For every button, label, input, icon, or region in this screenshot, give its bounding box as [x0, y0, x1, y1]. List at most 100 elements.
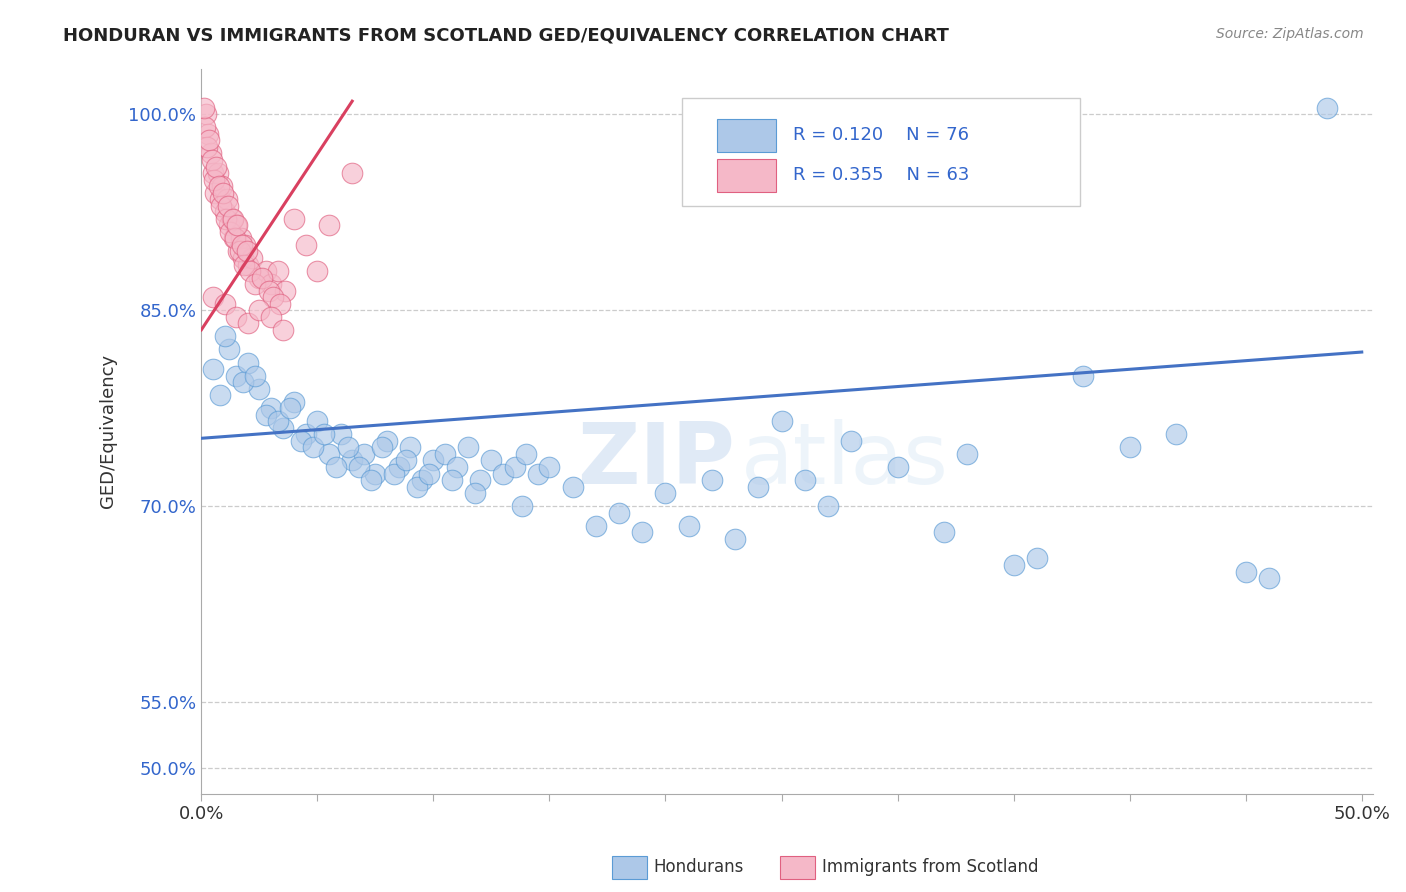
Point	[307, 264, 329, 278]
Point	[232, 375, 254, 389]
Point	[468, 473, 491, 487]
Point	[325, 460, 347, 475]
FancyBboxPatch shape	[682, 97, 1080, 206]
Point	[233, 258, 256, 272]
Point	[221, 211, 243, 226]
Text: ZIP: ZIP	[576, 418, 734, 501]
Point	[257, 284, 280, 298]
Point	[208, 388, 231, 402]
Point	[260, 310, 283, 324]
Point	[1316, 101, 1339, 115]
Point	[212, 186, 235, 200]
Point	[204, 186, 226, 200]
Text: Hondurans: Hondurans	[654, 858, 744, 876]
Point	[538, 460, 561, 475]
Point	[631, 525, 654, 540]
Point	[278, 401, 301, 416]
Point	[956, 447, 979, 461]
Point	[208, 179, 231, 194]
Point	[770, 414, 793, 428]
Point	[231, 238, 253, 252]
Point	[817, 500, 839, 514]
Text: Immigrants from Scotland: Immigrants from Scotland	[823, 858, 1039, 876]
Point	[607, 506, 630, 520]
Point	[1257, 571, 1279, 585]
Point	[314, 427, 336, 442]
Point	[793, 473, 815, 487]
Point	[219, 225, 242, 239]
Point	[294, 427, 316, 442]
Point	[228, 244, 250, 259]
Point	[388, 460, 411, 475]
Point	[195, 140, 218, 154]
Point	[747, 480, 769, 494]
Point	[464, 486, 486, 500]
Point	[211, 179, 233, 194]
Point	[247, 270, 270, 285]
Point	[353, 447, 375, 461]
Point	[932, 525, 955, 540]
Point	[1118, 441, 1140, 455]
Point	[347, 460, 370, 475]
Point	[290, 434, 312, 448]
Point	[1234, 565, 1257, 579]
Point	[406, 480, 429, 494]
Point	[481, 453, 503, 467]
Point	[215, 192, 238, 206]
Point	[262, 290, 284, 304]
Bar	[717, 159, 776, 192]
Point	[434, 447, 457, 461]
Text: R = 0.355    N = 63: R = 0.355 N = 63	[793, 166, 970, 184]
Point	[209, 199, 232, 213]
Point	[225, 368, 247, 383]
Text: Source: ZipAtlas.com: Source: ZipAtlas.com	[1216, 27, 1364, 41]
Point	[340, 453, 363, 467]
Point	[283, 211, 305, 226]
Point	[225, 219, 247, 233]
Point	[194, 120, 217, 135]
Point	[193, 101, 215, 115]
Point	[201, 153, 224, 167]
Point	[267, 264, 290, 278]
Point	[340, 166, 363, 180]
Point	[375, 434, 398, 448]
Point	[360, 473, 382, 487]
Point	[440, 473, 463, 487]
Point	[839, 434, 862, 448]
Point	[201, 166, 224, 180]
Point	[217, 199, 239, 213]
Point	[561, 480, 583, 494]
Point	[457, 441, 479, 455]
Point	[1002, 558, 1025, 572]
Point	[886, 460, 908, 475]
Point	[243, 368, 266, 383]
Point	[194, 107, 217, 121]
Point	[221, 211, 243, 226]
Bar	[717, 120, 776, 152]
Point	[247, 382, 270, 396]
Point	[236, 258, 259, 272]
Point	[654, 486, 676, 500]
Point	[260, 277, 283, 292]
Point	[243, 277, 266, 292]
Point	[271, 323, 294, 337]
Text: R = 0.120    N = 76: R = 0.120 N = 76	[793, 127, 969, 145]
Point	[218, 343, 240, 357]
Point	[422, 453, 444, 467]
Point	[236, 316, 259, 330]
Point	[336, 441, 359, 455]
Point	[527, 467, 550, 481]
Point	[307, 414, 329, 428]
Point	[260, 401, 283, 416]
Point	[267, 414, 290, 428]
Point	[235, 244, 257, 259]
Point	[205, 160, 228, 174]
Point	[382, 467, 405, 481]
Point	[254, 408, 277, 422]
Point	[239, 264, 262, 278]
Point	[503, 460, 526, 475]
Point	[329, 427, 352, 442]
Point	[271, 421, 294, 435]
Point	[1025, 551, 1047, 566]
Point	[515, 447, 537, 461]
